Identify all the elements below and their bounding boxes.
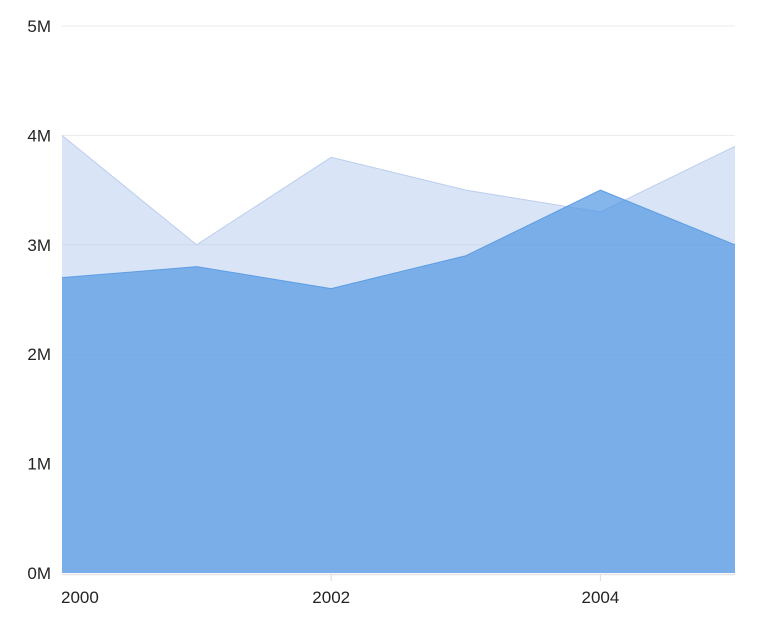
y-tick-label-3M: 3M: [27, 236, 51, 255]
x-tick-label-2004: 2004: [581, 588, 619, 607]
y-tick-label-2M: 2M: [27, 345, 51, 364]
series-foreground-dark-area[interactable]: [62, 190, 735, 573]
y-tick-label-1M: 1M: [27, 455, 51, 474]
x-tick-label-2000: 2000: [61, 588, 99, 607]
series-foreground-dark-top-line: [61, 189, 736, 290]
x-tick-label-2002: 2002: [312, 588, 350, 607]
y-tick-label-4M: 4M: [27, 126, 51, 145]
y-tick-label-5M: 5M: [27, 17, 51, 36]
y-tick-label-0M: 0M: [27, 564, 51, 583]
